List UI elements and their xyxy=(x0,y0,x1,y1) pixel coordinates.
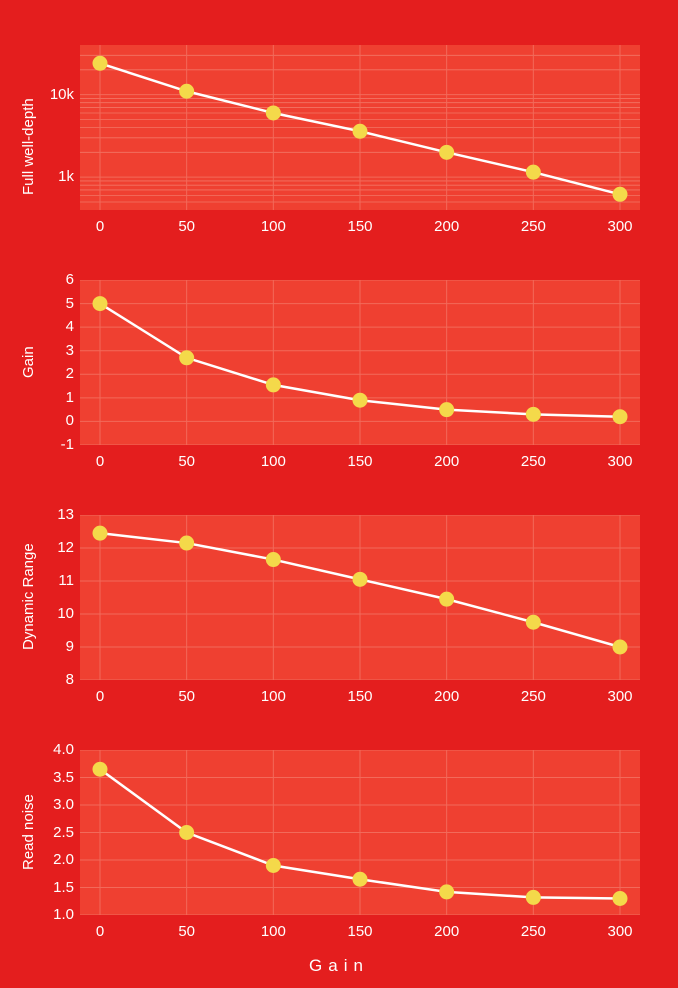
x-tick-label: 100 xyxy=(248,453,298,470)
y-tick-label: 1k xyxy=(24,168,74,185)
x-tick-label: 200 xyxy=(422,453,472,470)
x-tick-label: 300 xyxy=(595,688,645,705)
data-marker xyxy=(439,592,454,607)
data-marker xyxy=(526,615,541,630)
plot-area-full-well-depth xyxy=(80,45,640,210)
x-tick-label: 150 xyxy=(335,218,385,235)
x-axis-label: Gain xyxy=(0,956,678,976)
plot-svg-dynamic-range xyxy=(80,515,640,680)
data-marker xyxy=(179,350,194,365)
y-tick-label: 11 xyxy=(24,572,74,589)
plot-svg-full-well-depth xyxy=(80,45,640,210)
x-tick-label: 250 xyxy=(508,453,558,470)
x-tick-label: 100 xyxy=(248,923,298,940)
x-tick-label: 250 xyxy=(508,688,558,705)
data-marker xyxy=(179,825,194,840)
x-tick-label: 200 xyxy=(422,923,472,940)
data-marker xyxy=(266,377,281,392)
panel-read-noise: Read noise xyxy=(0,750,678,915)
data-marker xyxy=(353,393,368,408)
x-tick-label: 200 xyxy=(422,688,472,705)
x-tick-label: 50 xyxy=(162,688,212,705)
y-tick-label: 4 xyxy=(24,318,74,335)
y-tick-label: 12 xyxy=(24,539,74,556)
panel-full-well-depth: Full well-depth xyxy=(0,45,678,210)
y-tick-label: 0 xyxy=(24,412,74,429)
y-tick-label: 9 xyxy=(24,638,74,655)
plot-area-gain xyxy=(80,280,640,445)
y-tick-label: 1.5 xyxy=(24,879,74,896)
data-marker xyxy=(353,872,368,887)
y-tick-label: 5 xyxy=(24,295,74,312)
y-tick-label: 1 xyxy=(24,389,74,406)
x-tick-label: 150 xyxy=(335,923,385,940)
x-tick-label: 100 xyxy=(248,218,298,235)
data-marker xyxy=(353,124,368,139)
x-tick-label: 150 xyxy=(335,453,385,470)
plot-area-dynamic-range xyxy=(80,515,640,680)
data-marker xyxy=(613,409,628,424)
x-tick-label: 50 xyxy=(162,453,212,470)
x-tick-label: 0 xyxy=(75,688,125,705)
x-tick-label: 0 xyxy=(75,923,125,940)
x-tick-label: 50 xyxy=(162,923,212,940)
data-marker xyxy=(93,762,108,777)
x-tick-label: 0 xyxy=(75,218,125,235)
y-tick-label: 10k xyxy=(24,86,74,103)
y-tick-label: 2.5 xyxy=(24,824,74,841)
x-tick-label: 300 xyxy=(595,218,645,235)
y-tick-label: -1 xyxy=(24,436,74,453)
data-marker xyxy=(93,56,108,71)
y-tick-label: 3.0 xyxy=(24,796,74,813)
data-marker xyxy=(179,536,194,551)
data-marker xyxy=(93,526,108,541)
data-marker xyxy=(613,187,628,202)
y-tick-label: 6 xyxy=(24,271,74,288)
x-tick-label: 300 xyxy=(595,923,645,940)
chart-page: Full well-depth Gain Dynamic Range Read … xyxy=(0,0,678,988)
y-tick-label: 2.0 xyxy=(24,851,74,868)
data-marker xyxy=(266,552,281,567)
panel-gain: Gain xyxy=(0,280,678,445)
y-tick-label: 10 xyxy=(24,605,74,622)
data-marker xyxy=(439,884,454,899)
x-tick-label: 250 xyxy=(508,923,558,940)
data-marker xyxy=(266,105,281,120)
x-tick-label: 200 xyxy=(422,218,472,235)
ylabel-dynamic-range: Dynamic Range xyxy=(20,543,37,650)
data-marker xyxy=(266,858,281,873)
data-marker xyxy=(179,84,194,99)
x-tick-label: 300 xyxy=(595,453,645,470)
x-tick-label: 0 xyxy=(75,453,125,470)
x-tick-label: 150 xyxy=(335,688,385,705)
x-tick-label: 50 xyxy=(162,218,212,235)
data-marker xyxy=(439,145,454,160)
data-marker xyxy=(613,640,628,655)
data-marker xyxy=(526,407,541,422)
y-tick-label: 4.0 xyxy=(24,741,74,758)
x-tick-label: 100 xyxy=(248,688,298,705)
y-tick-label: 3.5 xyxy=(24,769,74,786)
y-tick-label: 13 xyxy=(24,506,74,523)
plot-svg-gain xyxy=(80,280,640,445)
x-tick-label: 250 xyxy=(508,218,558,235)
data-marker xyxy=(93,296,108,311)
data-marker xyxy=(613,891,628,906)
y-tick-label: 2 xyxy=(24,365,74,382)
plot-area-read-noise xyxy=(80,750,640,915)
y-tick-label: 3 xyxy=(24,342,74,359)
y-tick-label: 8 xyxy=(24,671,74,688)
data-marker xyxy=(526,890,541,905)
data-marker xyxy=(439,402,454,417)
data-marker xyxy=(526,165,541,180)
y-tick-label: 1.0 xyxy=(24,906,74,923)
panel-dynamic-range: Dynamic Range xyxy=(0,515,678,680)
data-marker xyxy=(353,572,368,587)
plot-svg-read-noise xyxy=(80,750,640,915)
